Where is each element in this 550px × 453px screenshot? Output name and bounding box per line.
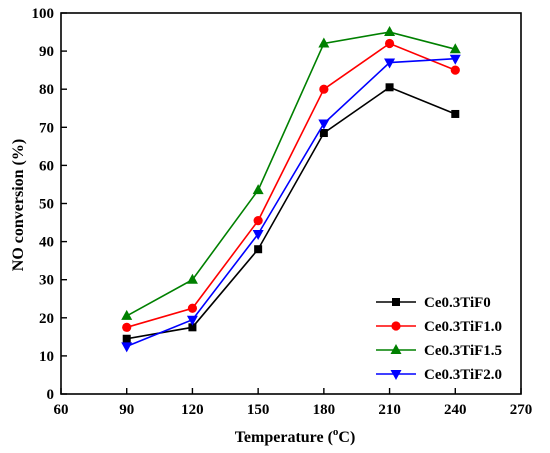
y-tick-label: 30 xyxy=(39,273,54,289)
data-point-square xyxy=(319,129,328,138)
y-tick-label: 90 xyxy=(39,44,54,60)
data-point-triangle-down xyxy=(449,54,461,65)
data-point-circle xyxy=(391,321,401,331)
data-point-circle xyxy=(187,303,198,313)
data-point-triangle-up xyxy=(121,309,133,320)
series-layer xyxy=(121,26,461,353)
y-tick-label: 80 xyxy=(39,82,54,98)
legend-label: Ce0.3TiF1.0 xyxy=(424,319,502,335)
x-tick-label: 240 xyxy=(444,402,467,418)
x-tick-label: 90 xyxy=(119,402,134,418)
data-point-square xyxy=(188,323,197,332)
legend-item: Ce0.3TiF0 xyxy=(376,295,491,311)
y-tick-label: 10 xyxy=(39,349,54,365)
legend-label: Ce0.3TiF2.0 xyxy=(424,367,502,383)
x-axis-title-unit: C) xyxy=(338,429,355,446)
x-tick-label: 180 xyxy=(313,402,336,418)
data-point-square xyxy=(385,83,394,92)
data-point-triangle-up xyxy=(384,26,396,37)
data-point-triangle-down xyxy=(390,370,402,380)
x-axis-title-text: Temperature ( xyxy=(235,429,333,446)
legend: Ce0.3TiF0 Ce0.3TiF1.0 Ce0.3TiF1.5 Ce0.3TiF2… xyxy=(376,295,502,383)
series-Ce0.3TiF1.0 xyxy=(122,38,460,332)
series-Ce0.3TiF0 xyxy=(122,83,460,343)
legend-item: Ce0.3TiF1.0 xyxy=(376,319,502,335)
data-point-triangle-up xyxy=(449,43,461,54)
data-point-circle xyxy=(384,38,395,49)
y-axis-title: NO conversion (%) xyxy=(10,139,27,271)
legend-label: Ce0.3TiF0 xyxy=(424,295,491,311)
data-point-square xyxy=(254,245,263,254)
x-tick-label: 210 xyxy=(378,402,401,418)
data-point-triangle-down xyxy=(318,119,330,130)
data-point-square xyxy=(122,334,131,343)
data-point-triangle-down xyxy=(121,342,133,353)
y-tick-label: 20 xyxy=(39,311,54,327)
series-line xyxy=(126,42,456,329)
legend-label: Ce0.3TiF1.5 xyxy=(424,343,502,359)
data-point-triangle-down xyxy=(252,229,264,240)
y-tick-label: 70 xyxy=(39,120,54,136)
data-point-triangle-up xyxy=(390,344,402,354)
x-tick-label: 120 xyxy=(181,402,204,418)
y-tick-label: 60 xyxy=(39,158,54,174)
data-point-square xyxy=(392,298,400,306)
y-tick-label: 40 xyxy=(39,235,54,251)
y-tick-label: 50 xyxy=(39,197,54,213)
y-tick-label: 0 xyxy=(47,387,55,403)
data-point-triangle-up xyxy=(318,37,330,48)
data-point-triangle-down xyxy=(384,58,396,69)
data-point-triangle-up xyxy=(252,184,264,195)
axes-layer: 60 90 120 150 180 210 240 270 0 10 20 30 40 50 60 70 80 9… xyxy=(32,6,533,418)
series-line xyxy=(126,31,456,317)
y-tick-label: 100 xyxy=(32,6,55,22)
legend-item: Ce0.3TiF1.5 xyxy=(376,343,502,359)
data-point-circle xyxy=(450,65,460,75)
data-point-circle xyxy=(122,322,132,332)
data-point-square xyxy=(451,109,460,118)
data-point-circle xyxy=(253,216,263,226)
x-tick-label: 270 xyxy=(510,402,533,418)
series-Ce0.3TiF2.0 xyxy=(121,54,461,353)
x-axis-title-degree: o xyxy=(333,426,339,438)
data-point-circle xyxy=(319,84,329,94)
x-tick-label: 150 xyxy=(247,402,270,418)
series-line xyxy=(126,86,456,340)
data-point-triangle-down xyxy=(186,315,198,326)
data-point-triangle-up xyxy=(186,273,198,284)
legend-item: Ce0.3TiF2.0 xyxy=(376,367,502,383)
series-Ce0.3TiF1.5 xyxy=(121,26,461,320)
x-tick-label: 60 xyxy=(54,402,69,418)
x-axis-title: Temperature (oC) xyxy=(235,426,356,446)
series-line xyxy=(126,57,456,348)
